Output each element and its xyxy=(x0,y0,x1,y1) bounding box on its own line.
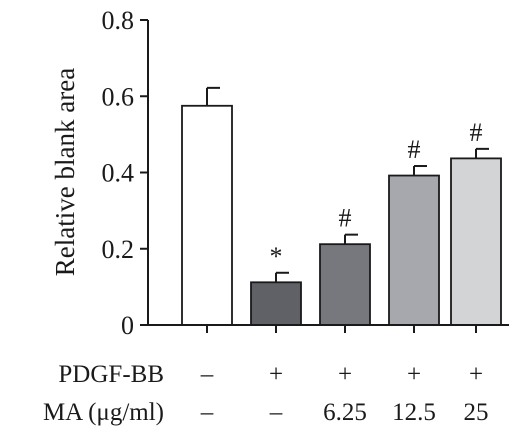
condition-cell-1-1: – xyxy=(200,361,214,388)
y-tick-label: 0 xyxy=(121,311,134,340)
significance-label-2: * xyxy=(270,242,283,271)
y-tick-label: 0.6 xyxy=(102,82,135,111)
condition-cell-2-5: 25 xyxy=(464,399,489,426)
error-bars-layer xyxy=(206,86,489,283)
y-axis-title: Relative blank area xyxy=(50,68,80,276)
y-tick-label: 0.2 xyxy=(102,235,135,264)
condition-cell-2-4: 12.5 xyxy=(392,399,436,426)
bar-4 xyxy=(388,174,440,326)
condition-cell-1-3: + xyxy=(338,361,352,388)
condition-row-label-1: PDGF-BB xyxy=(58,361,164,388)
condition-cell-1-5: + xyxy=(469,361,483,388)
significance-layer: * # # # xyxy=(270,118,483,271)
significance-label-5: # xyxy=(470,118,483,147)
y-tick-label: 0.4 xyxy=(102,159,135,188)
bar-1 xyxy=(181,104,233,326)
condition-cell-2-2: – xyxy=(269,399,283,426)
condition-cell-1-4: + xyxy=(407,361,421,388)
bar-3 xyxy=(319,243,371,326)
condition-cell-2-3: 6.25 xyxy=(323,399,367,426)
condition-table: PDGF-BB – + + + + MA (μg/ml) – – 6.25 12.5 25 xyxy=(43,361,489,426)
condition-cell-1-2: + xyxy=(269,361,283,388)
bar-5 xyxy=(450,157,502,326)
condition-row-label-2: MA (μg/ml) xyxy=(43,399,164,426)
y-tick-label: 0.8 xyxy=(102,6,135,35)
axes-layer: 0 0.2 0.4 0.6 0.8 xyxy=(102,6,509,340)
bar-2 xyxy=(250,281,302,326)
condition-cell-2-1: – xyxy=(200,399,214,426)
significance-label-3: # xyxy=(339,204,352,233)
significance-label-4: # xyxy=(408,135,421,164)
